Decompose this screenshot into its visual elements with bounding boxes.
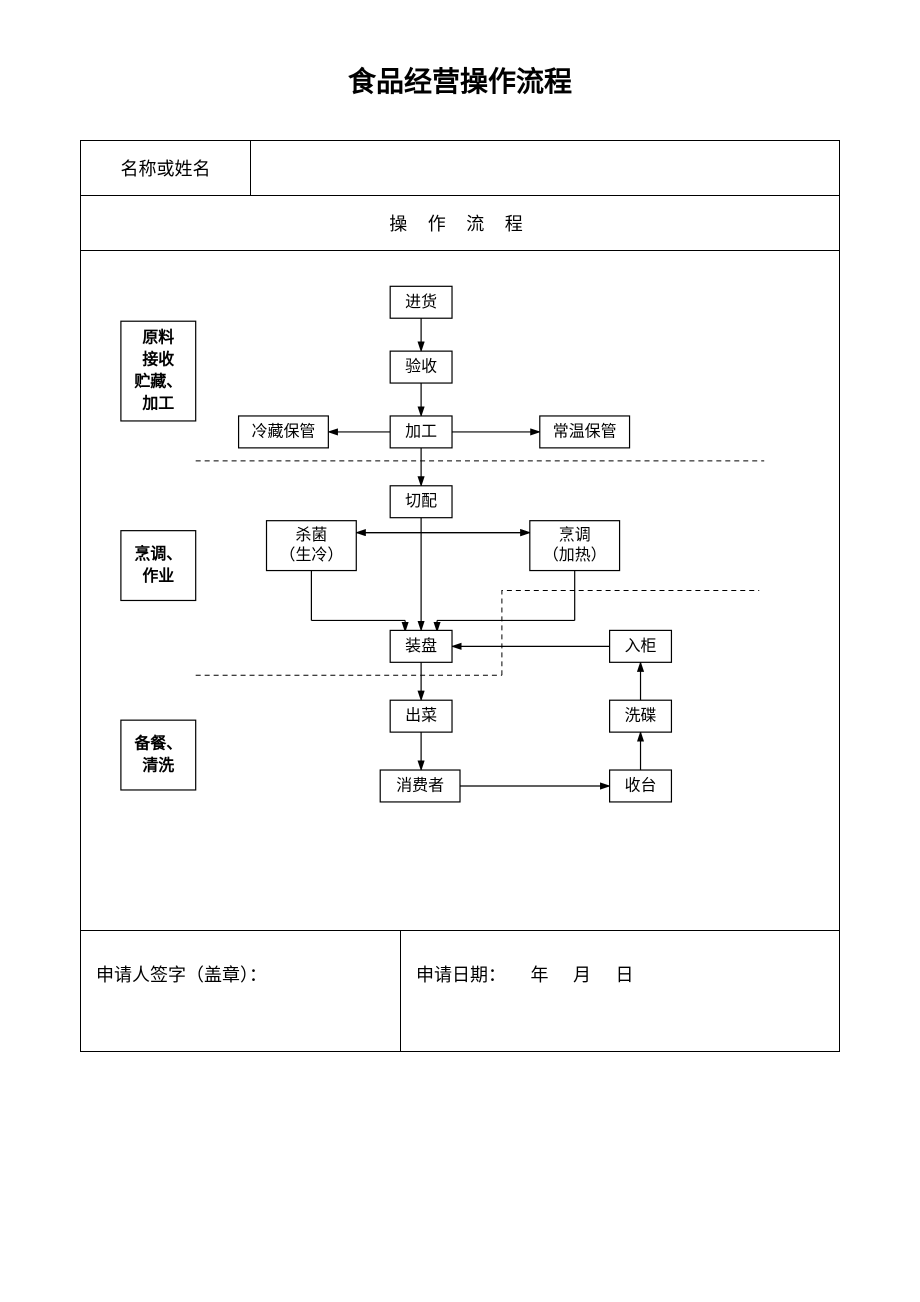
name-value [251, 141, 839, 196]
svg-text:烹调、: 烹调、 [134, 544, 182, 563]
name-label: 名称或姓名 [81, 141, 251, 196]
svg-text:出菜: 出菜 [405, 707, 437, 725]
svg-text:装盘: 装盘 [405, 636, 437, 655]
svg-text:洗碟: 洗碟 [625, 707, 657, 725]
svg-text:（加热）: （加热） [543, 546, 607, 564]
svg-text:消费者: 消费者 [396, 776, 444, 794]
process-header: 操 作 流 程 [81, 196, 839, 251]
signature-label: 申请人签字（盖章）： [96, 965, 267, 985]
page-title: 食品经营操作流程 [80, 60, 840, 100]
svg-text:杀菌: 杀菌 [295, 526, 327, 544]
svg-text:作业: 作业 [142, 566, 174, 585]
svg-text:清洗: 清洗 [142, 756, 174, 775]
svg-text:备餐、: 备餐、 [133, 734, 182, 753]
form-table: 名称或姓名 操 作 流 程 原料接收贮藏、加工烹调、作业备餐、清洗进货验收加工冷… [80, 140, 840, 1052]
svg-text:加工: 加工 [405, 422, 437, 440]
svg-text:收台: 收台 [625, 776, 657, 794]
svg-text:验收: 验收 [405, 358, 437, 376]
svg-text:原料: 原料 [142, 328, 174, 347]
svg-text:入柜: 入柜 [625, 637, 657, 655]
svg-text:冷藏保管: 冷藏保管 [252, 422, 316, 440]
svg-text:贮藏、: 贮藏、 [134, 372, 182, 391]
svg-text:（生冷）: （生冷） [280, 546, 344, 564]
date-label: 申请日期： [416, 965, 506, 985]
svg-text:切配: 切配 [405, 492, 437, 510]
date-year: 年 [531, 961, 549, 987]
date-day: 日 [616, 961, 634, 987]
date-cell: 申请日期： 年 月 日 [401, 931, 839, 1051]
svg-text:进货: 进货 [405, 293, 437, 311]
svg-text:接收: 接收 [142, 350, 174, 369]
svg-text:烹调: 烹调 [559, 525, 591, 544]
svg-text:常温保管: 常温保管 [553, 422, 617, 440]
flowchart-cell: 原料接收贮藏、加工烹调、作业备餐、清洗进货验收加工冷藏保管常温保管切配杀菌（生冷… [81, 251, 839, 931]
date-month: 月 [573, 961, 591, 987]
svg-text:加工: 加工 [141, 394, 174, 412]
signature-cell: 申请人签字（盖章）： [81, 931, 401, 1051]
flowchart-svg: 原料接收贮藏、加工烹调、作业备餐、清洗进货验收加工冷藏保管常温保管切配杀菌（生冷… [81, 251, 839, 930]
